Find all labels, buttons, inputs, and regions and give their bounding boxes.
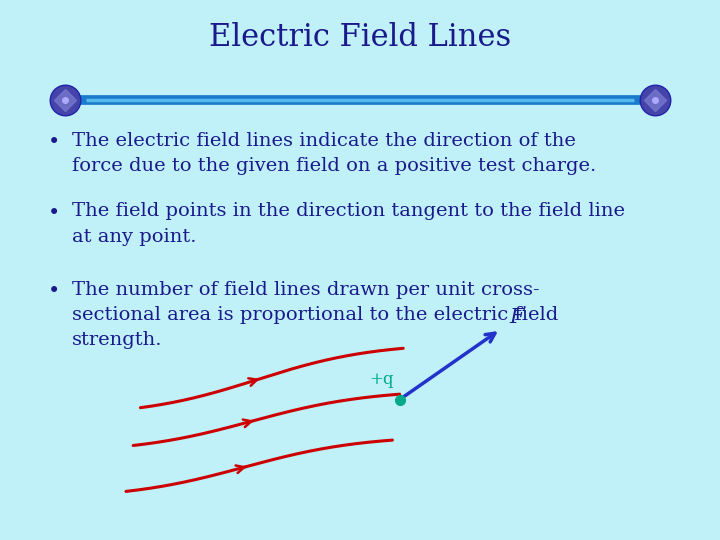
Text: •: •	[48, 281, 60, 301]
Text: The field points in the direction tangent to the field line
at any point.: The field points in the direction tangen…	[72, 202, 625, 246]
Text: •: •	[48, 132, 60, 152]
Text: The electric field lines indicate the direction of the
force due to the given fi: The electric field lines indicate the di…	[72, 132, 596, 176]
Text: Electric Field Lines: Electric Field Lines	[209, 22, 511, 53]
Text: +q: +q	[369, 371, 394, 388]
Text: The number of field lines drawn per unit cross-
sectional area is proportional t: The number of field lines drawn per unit…	[72, 281, 558, 349]
Text: F: F	[509, 308, 523, 327]
Text: •: •	[48, 202, 60, 222]
